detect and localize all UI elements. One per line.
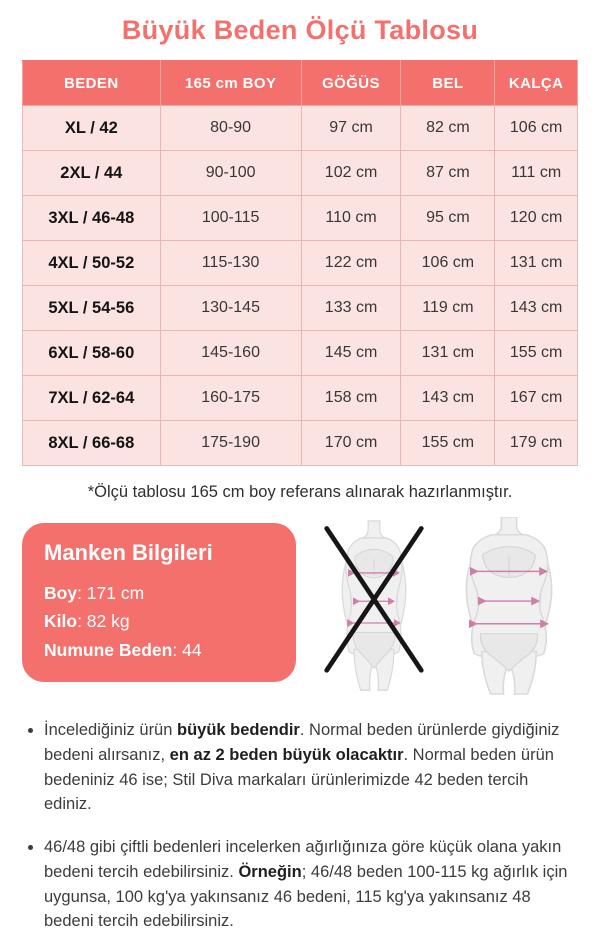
note-item: 46/48 gibi çiftli bedenleri incelerken a… (44, 835, 576, 934)
table-row: 7XL / 62-64 160-175 158 cm 143 cm 167 cm (22, 375, 578, 421)
measurement-cell: 131 cm (494, 240, 578, 286)
size-cell: 6XL / 58-60 (22, 330, 161, 376)
table-row: 5XL / 54-56 130-145 133 cm 119 cm 143 cm (22, 285, 578, 331)
measurement-cell: 106 cm (494, 105, 578, 151)
measurement-cell: 90-100 (159, 150, 302, 196)
column-header: 165 cm BOY (159, 60, 302, 106)
size-table: BEDEN 165 cm BOY GÖĞÜS BEL KALÇA XL / 42 80-9… (22, 60, 578, 466)
measurement-cell: 158 cm (300, 375, 402, 421)
size-table-body: XL / 42 80-90 97 cm 82 cm 106 cm 2XL / 44 90-1… (22, 105, 578, 466)
measurement-cell: 120 cm (494, 195, 578, 241)
size-cell: 2XL / 44 (22, 150, 161, 196)
model-info-line: Numune Beden: 44 (44, 639, 202, 660)
measurement-cell: 145 cm (300, 330, 402, 376)
measurement-cell: 160-175 (159, 375, 302, 421)
measurement-cell: 95 cm (400, 195, 496, 241)
measurement-cell: 115-130 (159, 240, 302, 286)
size-cell: XL / 42 (22, 105, 161, 151)
measurement-cell: 155 cm (494, 330, 578, 376)
table-row: 4XL / 50-52 115-130 122 cm 106 cm 131 cm (22, 240, 578, 286)
column-header: GÖĞÜS (300, 60, 402, 106)
notes-list: İncelediğiniz ürün büyük bedendir. Norma… (44, 718, 576, 934)
page-title: Büyük Beden Ölçü Tablosu (121, 15, 479, 45)
measurement-cell: 97 cm (300, 105, 402, 151)
model-info-title: Manken Bilgileri (44, 540, 213, 565)
plus-figure-illustration (465, 516, 553, 695)
x-mark-icon (324, 526, 424, 673)
model-info-line: Boy: 171 cm (44, 583, 145, 603)
size-cell: 8XL / 66-68 (22, 420, 161, 466)
measurement-cell: 110 cm (300, 195, 402, 241)
figure-illustrations (322, 516, 568, 700)
model-info-card: Manken Bilgileri Boy: 171 cm Kilo: 82 kg N… (22, 523, 296, 683)
table-row: XL / 42 80-90 97 cm 82 cm 106 cm (22, 105, 578, 151)
measurement-cell: 80-90 (159, 105, 302, 151)
column-header: KALÇA (494, 60, 578, 106)
measurement-cell: 106 cm (400, 240, 496, 286)
measurement-cell: 155 cm (400, 420, 496, 466)
measurement-cell: 102 cm (300, 150, 402, 196)
measurement-cell: 143 cm (494, 285, 578, 331)
measurement-cell: 133 cm (300, 285, 402, 331)
size-cell: 3XL / 46-48 (22, 195, 161, 241)
model-info-section: Manken Bilgileri Boy: 171 cm Kilo: 82 kg N… (0, 516, 600, 700)
size-cell: 5XL / 54-56 (22, 285, 161, 331)
plus-size-measured-figure-icon (450, 516, 568, 700)
measurement-cell: 100-115 (159, 195, 302, 241)
table-row: 2XL / 44 90-100 102 cm 87 cm 111 cm (22, 150, 578, 196)
column-header: BEDEN (22, 60, 161, 106)
measurement-cell: 82 cm (400, 105, 496, 151)
measurement-cell: 179 cm (494, 420, 578, 466)
crossed-out-slim-figure-icon (322, 517, 426, 700)
size-chart-page: Büyük Beden Ölçü Tablosu BEDEN 165 cm BOY… (0, 0, 600, 900)
measurement-cell: 111 cm (494, 150, 578, 196)
measurement-cell: 131 cm (400, 330, 496, 376)
table-row: 6XL / 58-60 145-160 145 cm 131 cm 155 cm (22, 330, 578, 376)
measurement-cell: 175-190 (159, 420, 302, 466)
column-header: BEL (400, 60, 496, 106)
measurement-cell: 119 cm (400, 285, 496, 331)
measurement-cell: 143 cm (400, 375, 496, 421)
size-cell: 7XL / 62-64 (22, 375, 161, 421)
note-item: İncelediğiniz ürün büyük bedendir. Norma… (44, 718, 576, 817)
table-footnote: *Ölçü tablosu 165 cm boy referans alınar… (87, 483, 513, 501)
measurement-cell: 145-160 (159, 330, 302, 376)
measurement-cell: 130-145 (159, 285, 302, 331)
table-row: 3XL / 46-48 100-115 110 cm 95 cm 120 cm (22, 195, 578, 241)
table-row: 8XL / 66-68 175-190 170 cm 155 cm 179 cm (22, 420, 578, 466)
measurement-cell: 170 cm (300, 420, 402, 466)
model-info-line: Kilo: 82 kg (44, 611, 130, 632)
size-table-header-row: BEDEN 165 cm BOY GÖĞÜS BEL KALÇA (22, 60, 578, 106)
size-cell: 4XL / 50-52 (22, 240, 161, 286)
measurement-cell: 167 cm (494, 375, 578, 421)
slim-figure-illustration (324, 520, 424, 691)
model-info-lines: Boy: 171 cm Kilo: 82 kg Numune Beden: 44 (44, 579, 274, 664)
measurement-lines (468, 566, 550, 629)
measurement-cell: 122 cm (300, 240, 402, 286)
measurement-cell: 87 cm (400, 150, 496, 196)
